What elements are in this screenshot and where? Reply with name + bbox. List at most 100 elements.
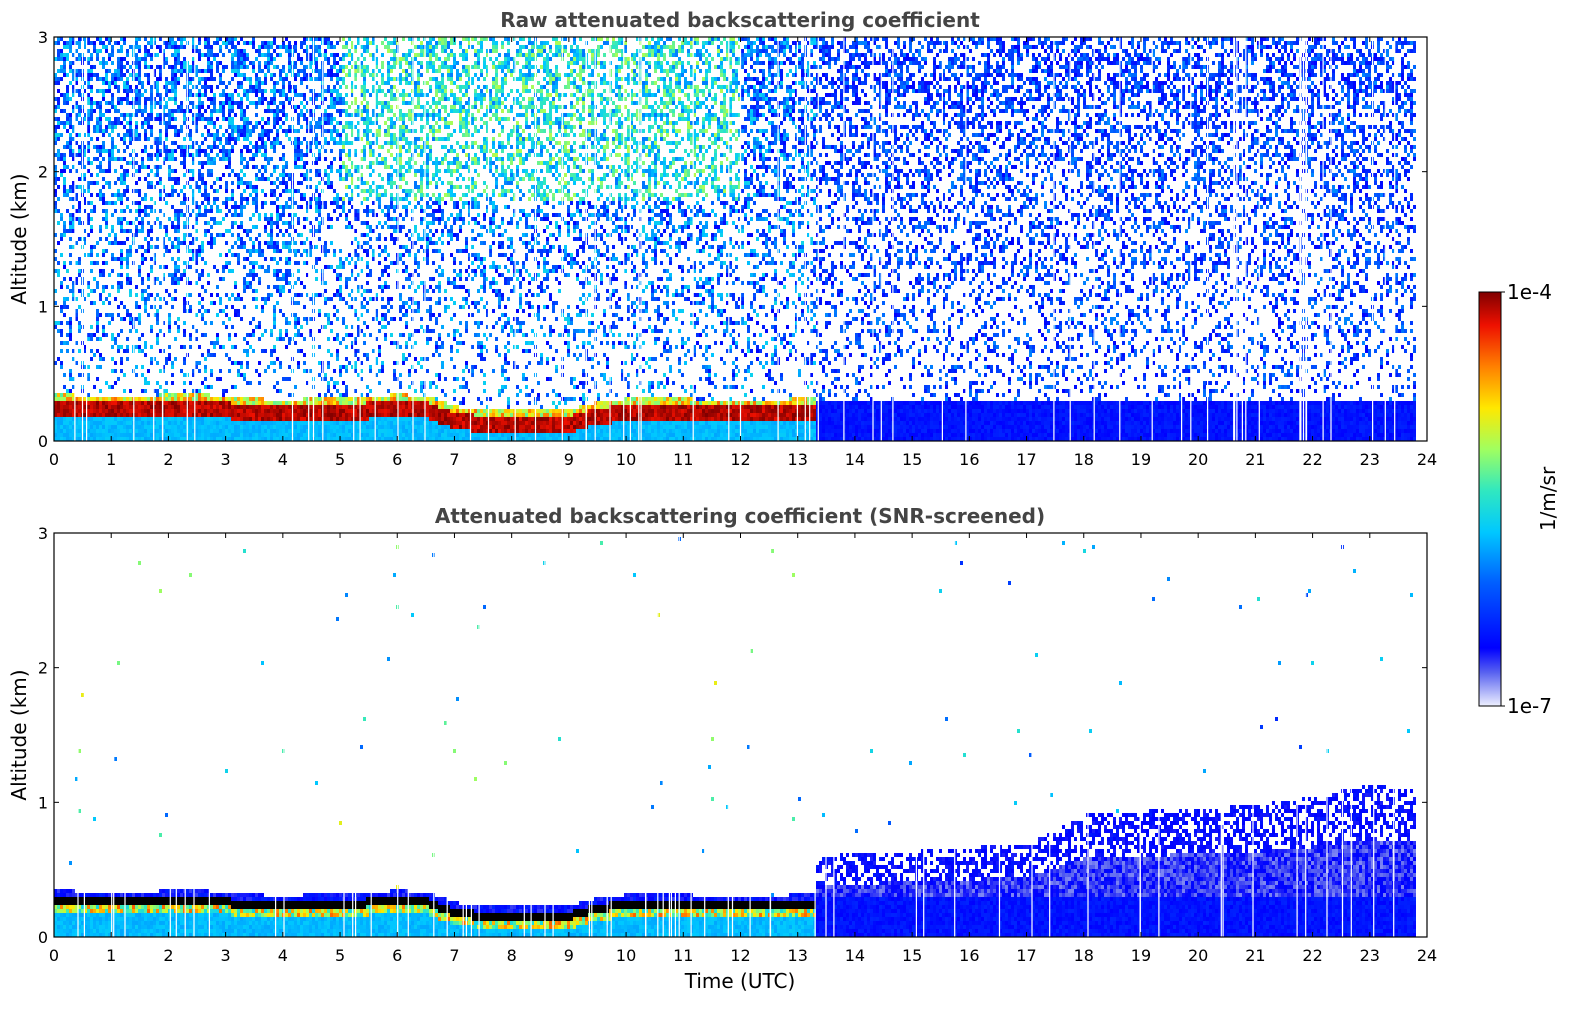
heatmap-cell [207, 229, 210, 233]
heatmap-cell [96, 429, 99, 433]
heatmap-cell [330, 393, 333, 397]
heatmap-cell [324, 393, 327, 397]
heatmap-cell [309, 369, 312, 373]
heatmap-cell [174, 77, 177, 81]
heatmap-cell [363, 417, 366, 421]
heatmap-cell [276, 213, 279, 217]
heatmap-cell [300, 349, 303, 353]
heatmap-cell [210, 209, 213, 213]
heatmap-cell [180, 273, 183, 277]
heatmap-cell [258, 405, 261, 409]
heatmap-cell [207, 49, 210, 53]
heatmap-cell [126, 409, 129, 413]
heatmap-cell [333, 85, 336, 89]
heatmap-cell [279, 277, 282, 281]
heatmap-cell [96, 349, 99, 353]
heatmap-cell [141, 433, 144, 437]
heatmap-cell [366, 273, 369, 277]
heatmap-cell [354, 389, 357, 393]
heatmap-cell [336, 309, 339, 313]
heatmap-cell [339, 373, 342, 377]
heatmap-cell [303, 285, 306, 289]
heatmap-cell [78, 53, 81, 57]
heatmap-cell [225, 45, 228, 49]
heatmap-cell [219, 345, 222, 349]
heatmap-cell [183, 161, 186, 165]
heatmap-cell [156, 397, 159, 401]
heatmap-cell [123, 41, 126, 45]
heatmap-cell [111, 125, 114, 129]
heatmap-cell [243, 157, 246, 161]
heatmap-cell [138, 317, 141, 321]
heatmap-cell [96, 101, 99, 105]
heatmap-cell [345, 301, 348, 305]
heatmap-cell [96, 157, 99, 161]
heatmap-cell [309, 205, 312, 209]
heatmap-cell [183, 393, 186, 397]
heatmap-cell [165, 413, 168, 417]
heatmap-cell [372, 85, 375, 89]
heatmap-cell [369, 289, 372, 293]
heatmap-cell [63, 193, 66, 197]
heatmap-cell [165, 45, 168, 49]
heatmap-cell [237, 181, 240, 185]
heatmap-cell [369, 189, 372, 193]
heatmap-cell [309, 409, 312, 413]
heatmap-cell [111, 141, 114, 145]
heatmap-cell [246, 133, 249, 137]
heatmap-cell [342, 97, 345, 101]
heatmap-cell [318, 49, 321, 53]
heatmap-cell [339, 365, 342, 369]
heatmap-cell [231, 245, 234, 249]
heatmap-cell [339, 401, 342, 405]
heatmap-cell [261, 249, 264, 253]
heatmap-cell [204, 161, 207, 165]
heatmap-cell [261, 89, 264, 93]
heatmap-cell [99, 413, 102, 417]
heatmap-cell [90, 85, 93, 89]
heatmap-cell [102, 401, 105, 405]
heatmap-cell [303, 153, 306, 157]
heatmap-cell [339, 265, 342, 269]
heatmap-cell [87, 169, 90, 173]
heatmap-cell [156, 93, 159, 97]
heatmap-cell [165, 77, 168, 81]
heatmap-cell [279, 193, 282, 197]
heatmap-cell [213, 125, 216, 129]
heatmap-cell [345, 101, 348, 105]
heatmap-cell [261, 141, 264, 145]
heatmap-cell [261, 129, 264, 133]
heatmap-cell [117, 221, 120, 225]
heatmap-cell [102, 421, 105, 425]
heatmap-cell [261, 153, 264, 157]
heatmap-cell [69, 321, 72, 325]
heatmap-cell [231, 145, 234, 149]
heatmap-cell [348, 121, 351, 125]
heatmap-cell [243, 337, 246, 341]
heatmap-cell [333, 201, 336, 205]
heatmap-cell [240, 73, 243, 77]
heatmap-cell [126, 93, 129, 97]
heatmap-cell [105, 381, 108, 385]
heatmap-cell [120, 57, 123, 61]
heatmap-cell [78, 433, 81, 437]
heatmap-cell [213, 97, 216, 101]
heatmap-cell [120, 253, 123, 257]
heatmap-cell [246, 185, 249, 189]
heatmap-cell [198, 101, 201, 105]
heatmap-cell [252, 89, 255, 93]
heatmap-cell [156, 141, 159, 145]
heatmap-cell [300, 409, 303, 413]
heatmap-cell [252, 145, 255, 149]
heatmap-cell [288, 421, 291, 425]
heatmap-cell [282, 69, 285, 73]
heatmap-cell [171, 149, 174, 153]
heatmap-cell [348, 409, 351, 413]
heatmap-cell [273, 109, 276, 113]
heatmap-cell [93, 433, 96, 437]
heatmap-cell [288, 129, 291, 133]
heatmap-cell [90, 173, 93, 177]
heatmap-cell [246, 181, 249, 185]
heatmap-cell [210, 145, 213, 149]
heatmap-cell [69, 61, 72, 65]
